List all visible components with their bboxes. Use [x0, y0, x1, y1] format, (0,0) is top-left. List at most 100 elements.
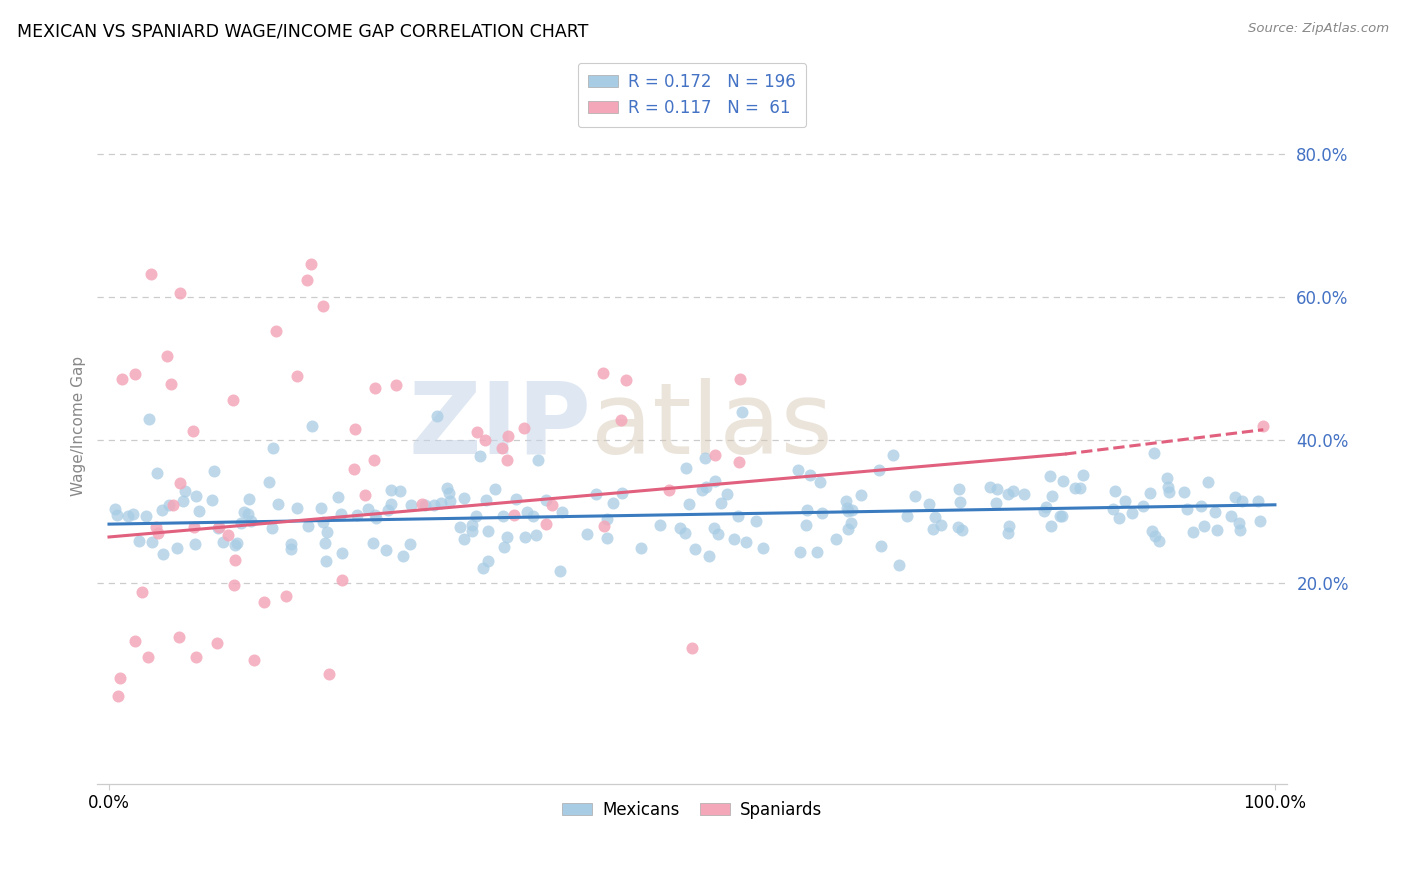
- Point: [312, 299, 335, 313]
- Point: [610, 412, 633, 426]
- Point: [464, 508, 486, 523]
- Point: [238, 507, 260, 521]
- Point: [952, 523, 974, 537]
- Text: Source: ZipAtlas.com: Source: ZipAtlas.com: [1249, 22, 1389, 36]
- Point: [824, 533, 846, 547]
- Point: [1104, 484, 1126, 499]
- Point: [411, 497, 433, 511]
- Point: [240, 514, 263, 528]
- Point: [1156, 470, 1178, 484]
- Point: [837, 500, 859, 515]
- Point: [156, 349, 179, 363]
- Point: [710, 496, 733, 510]
- Point: [870, 539, 893, 553]
- Point: [922, 522, 945, 536]
- Point: [1142, 524, 1164, 538]
- Point: [541, 498, 564, 512]
- Point: [491, 441, 513, 455]
- Point: [887, 558, 910, 572]
- Point: [436, 481, 458, 495]
- Point: [138, 412, 160, 426]
- Legend: Mexicans, Spaniards: Mexicans, Spaniards: [555, 794, 828, 825]
- Point: [484, 482, 506, 496]
- Point: [949, 495, 972, 509]
- Point: [354, 488, 377, 502]
- Point: [799, 467, 821, 482]
- Point: [551, 505, 574, 519]
- Point: [806, 545, 828, 559]
- Point: [1197, 475, 1219, 489]
- Point: [145, 520, 167, 534]
- Point: [979, 480, 1001, 494]
- Point: [1108, 510, 1130, 524]
- Point: [477, 524, 499, 538]
- Point: [212, 534, 235, 549]
- Point: [527, 453, 550, 467]
- Point: [683, 541, 706, 556]
- Point: [1181, 525, 1204, 540]
- Point: [723, 533, 745, 547]
- Point: [1001, 483, 1024, 498]
- Point: [415, 498, 437, 512]
- Point: [1050, 508, 1073, 523]
- Point: [135, 509, 157, 524]
- Point: [502, 508, 524, 522]
- Point: [837, 522, 859, 536]
- Point: [882, 448, 904, 462]
- Point: [363, 453, 385, 467]
- Point: [314, 536, 336, 550]
- Point: [1251, 419, 1274, 434]
- Point: [166, 541, 188, 556]
- Point: [745, 514, 768, 528]
- Point: [208, 519, 231, 533]
- Point: [461, 524, 484, 538]
- Point: [1230, 494, 1253, 508]
- Point: [727, 455, 749, 469]
- Point: [839, 516, 862, 531]
- Point: [1229, 516, 1251, 530]
- Point: [811, 506, 834, 520]
- Point: [492, 509, 515, 524]
- Point: [924, 510, 946, 524]
- Point: [1069, 481, 1091, 495]
- Point: [794, 518, 817, 533]
- Point: [285, 500, 308, 515]
- Point: [1220, 509, 1243, 524]
- Point: [1040, 519, 1063, 533]
- Point: [267, 497, 290, 511]
- Point: [1249, 514, 1271, 528]
- Point: [259, 475, 281, 489]
- Point: [1229, 523, 1251, 537]
- Point: [1071, 467, 1094, 482]
- Point: [309, 500, 332, 515]
- Point: [707, 526, 730, 541]
- Point: [851, 488, 873, 502]
- Point: [614, 373, 637, 387]
- Point: [224, 538, 246, 552]
- Point: [1247, 493, 1270, 508]
- Point: [276, 589, 298, 603]
- Point: [984, 496, 1007, 510]
- Point: [1049, 508, 1071, 523]
- Point: [1223, 490, 1246, 504]
- Point: [233, 505, 256, 519]
- Point: [301, 419, 323, 434]
- Point: [105, 508, 128, 522]
- Point: [122, 507, 145, 521]
- Point: [548, 564, 571, 578]
- Point: [107, 689, 129, 703]
- Point: [693, 451, 716, 466]
- Point: [1147, 534, 1170, 549]
- Point: [117, 509, 139, 524]
- Point: [159, 377, 181, 392]
- Point: [221, 393, 243, 408]
- Point: [385, 377, 408, 392]
- Point: [681, 640, 703, 655]
- Point: [315, 525, 337, 540]
- Point: [202, 464, 225, 478]
- Point: [808, 475, 831, 490]
- Point: [534, 516, 557, 531]
- Point: [495, 453, 517, 467]
- Point: [593, 519, 616, 533]
- Point: [430, 496, 453, 510]
